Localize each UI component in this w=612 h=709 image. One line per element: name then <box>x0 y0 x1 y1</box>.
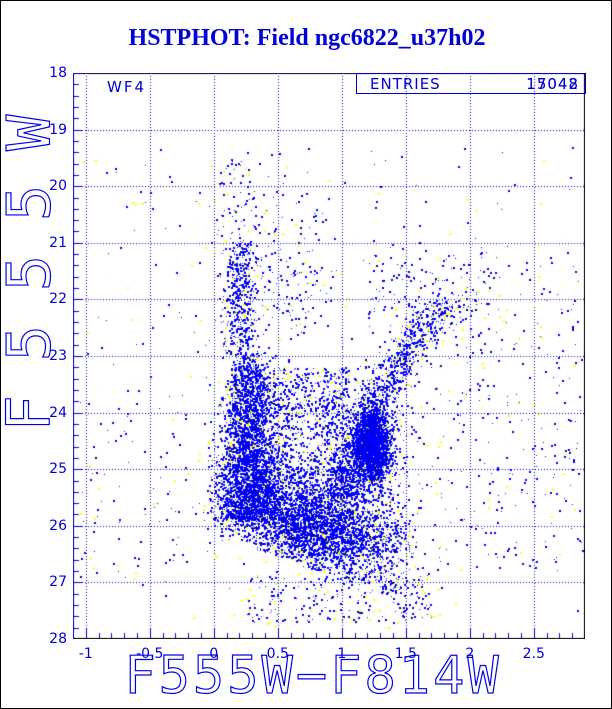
x-tick-label: 0 <box>209 646 219 662</box>
y-tick-label: 18 <box>49 65 67 81</box>
x-tick-label: 1.5 <box>394 646 417 662</box>
x-axis-label: F555W−F814W <box>124 649 501 706</box>
y-tick-label: 24 <box>49 404 67 421</box>
page-title: HSTPHOT: Field ngc6822_u37h02 <box>128 25 486 51</box>
y-tick-label: 20 <box>49 178 67 195</box>
entries-label: ENTRIES <box>370 75 441 93</box>
y-tick-label: 26 <box>49 517 67 534</box>
x-tick-label: 1 <box>337 646 347 662</box>
entries-box: ENTRIES 15048 17042 <box>356 73 586 94</box>
y-tick-label: 28 <box>49 631 67 647</box>
y-axis-label-svg: F555W <box>1 80 65 432</box>
y-tick-label: 22 <box>49 291 67 308</box>
y-tick-label: 27 <box>49 574 67 591</box>
chip-label: WF4 <box>107 78 147 96</box>
entries-value-yellow: 17042 <box>526 75 579 93</box>
y-tick-label: 25 <box>49 461 67 478</box>
x-tick-label: 2.5 <box>522 646 545 662</box>
y-axis-label: F555W <box>1 81 65 432</box>
y-tick-label: 21 <box>49 234 67 251</box>
y-tick-label: 19 <box>49 121 67 138</box>
x-tick-label: 0.5 <box>266 646 289 662</box>
x-axis-label-svg: F555W−F814W <box>124 649 501 707</box>
x-tick-label: -1 <box>78 646 93 662</box>
x-tick-label: -0.5 <box>136 646 164 662</box>
entries-value-blue: 15048 <box>526 75 579 93</box>
y-tick-label: 23 <box>49 348 67 364</box>
x-tick-label: 2 <box>465 646 475 662</box>
cmd-scatter-canvas <box>73 73 585 639</box>
